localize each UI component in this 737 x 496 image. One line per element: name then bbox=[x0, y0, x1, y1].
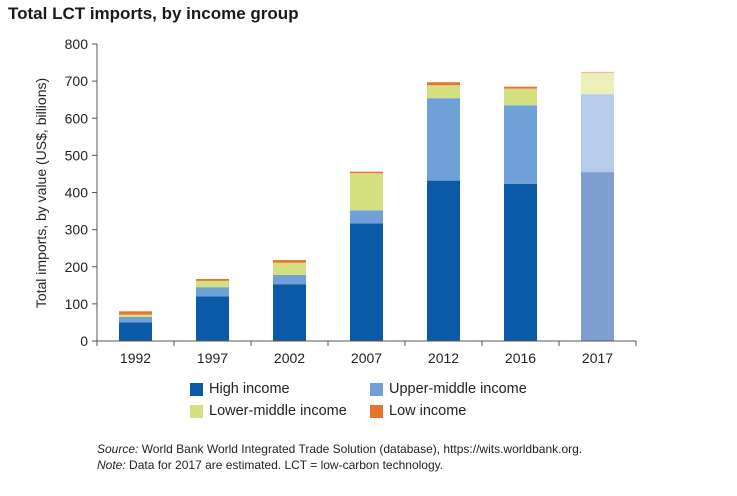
y-tick-label: 800 bbox=[65, 36, 89, 52]
bar-segment bbox=[581, 172, 614, 341]
bar-segment bbox=[581, 71, 614, 73]
legend-swatch bbox=[370, 404, 383, 418]
bar-segment bbox=[350, 171, 383, 174]
source-label: Source: bbox=[97, 442, 139, 456]
bar-segment bbox=[273, 284, 306, 341]
x-tick-label: 2017 bbox=[582, 350, 613, 366]
y-tick-label: 300 bbox=[65, 222, 89, 238]
legend-item: High income bbox=[190, 381, 290, 397]
y-axis-label: Total imports, by value (US$, billions) bbox=[33, 78, 49, 308]
bar-segment bbox=[504, 183, 537, 341]
bar-segment bbox=[350, 210, 383, 224]
legend-item: Low income bbox=[370, 403, 466, 419]
note-label: Note: bbox=[97, 458, 126, 472]
bar-segment bbox=[119, 311, 152, 315]
y-axis: 0 100 200 300 400 500 600 700 800 bbox=[65, 36, 98, 349]
bar-segment bbox=[350, 223, 383, 341]
note-line: Note: Data for 2017 are estimated. LCT =… bbox=[97, 457, 582, 473]
legend-item: Upper-middle income bbox=[370, 381, 527, 397]
legend-label: Upper-middle income bbox=[389, 381, 527, 397]
bar-segment bbox=[196, 287, 229, 297]
legend-swatch bbox=[190, 382, 203, 396]
y-tick-label: 100 bbox=[65, 296, 89, 312]
bar-chart: 0 100 200 300 400 500 600 700 800 1992 1997 2002 20… bbox=[33, 36, 637, 366]
bar-segment bbox=[504, 86, 537, 89]
bar-segment bbox=[196, 280, 229, 288]
y-tick-label: 0 bbox=[80, 333, 88, 349]
x-tick-label: 1997 bbox=[197, 350, 228, 366]
y-tick-label: 600 bbox=[65, 110, 89, 126]
note-text: Data for 2017 are estimated. LCT = low-c… bbox=[125, 458, 444, 472]
bar-segment bbox=[504, 105, 537, 184]
legend-label: Lower-middle income bbox=[209, 403, 347, 419]
bar-segment bbox=[196, 279, 229, 281]
x-tick-label: 2007 bbox=[351, 350, 382, 366]
legend-label: Low income bbox=[389, 403, 467, 419]
y-tick-label: 400 bbox=[65, 185, 89, 201]
x-tick-label: 2012 bbox=[428, 350, 459, 366]
bar-segment bbox=[273, 262, 306, 275]
bar-segment bbox=[350, 173, 383, 211]
bar-segment bbox=[504, 88, 537, 106]
bar-segment bbox=[427, 98, 460, 181]
bar-segment bbox=[273, 260, 306, 263]
legend-swatch bbox=[190, 404, 203, 418]
legend-label: High income bbox=[209, 381, 290, 397]
x-tick-label: 2002 bbox=[274, 350, 305, 366]
bar-segment bbox=[119, 316, 152, 323]
bar-segment bbox=[196, 296, 229, 341]
x-tick-label: 2016 bbox=[505, 350, 536, 366]
bar-segment bbox=[581, 94, 614, 173]
bar-segment bbox=[119, 314, 152, 317]
x-tick-label: 1992 bbox=[120, 350, 151, 366]
x-axis: 1992 1997 2002 2007 2012 2016 2017 bbox=[96, 340, 637, 366]
bars bbox=[119, 71, 614, 341]
bar-segment bbox=[427, 82, 460, 86]
source-notes: Source: World Bank World Integrated Trad… bbox=[97, 441, 582, 473]
legend-item: Lower-middle income bbox=[190, 403, 347, 419]
bar-segment bbox=[581, 72, 614, 95]
y-tick-label: 700 bbox=[65, 73, 89, 89]
source-text: World Bank World Integrated Trade Soluti… bbox=[138, 442, 583, 456]
bar-segment bbox=[427, 180, 460, 341]
chart-title: Total LCT imports, by income group bbox=[8, 4, 299, 23]
bar-segment bbox=[273, 274, 306, 285]
bar-segment bbox=[119, 322, 152, 341]
bar-segment bbox=[427, 85, 460, 99]
y-tick-label: 200 bbox=[65, 259, 89, 275]
source-line: Source: World Bank World Integrated Trad… bbox=[97, 441, 582, 457]
legend-swatch bbox=[370, 382, 383, 396]
y-tick-label: 500 bbox=[65, 147, 89, 163]
